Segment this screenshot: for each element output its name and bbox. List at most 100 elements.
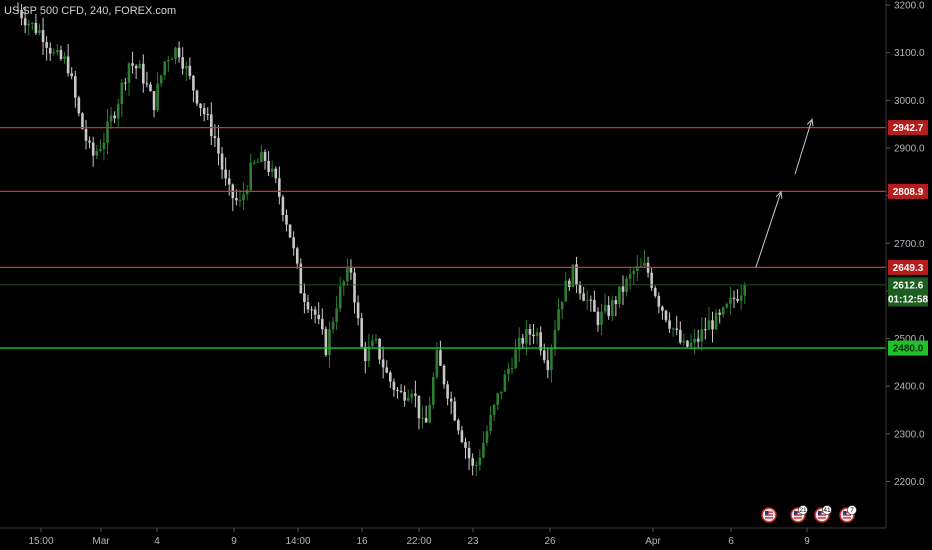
price-tick-label: 2500.0 <box>894 334 925 345</box>
candle-body <box>131 63 134 66</box>
event-icons[interactable]: 21 41 7 <box>761 505 857 523</box>
candle-body <box>679 329 682 343</box>
us-flag-event-icon[interactable]: 41 <box>814 505 832 523</box>
flag-stripe <box>765 517 773 519</box>
candle-body <box>292 237 295 249</box>
flag-stripe <box>818 517 826 519</box>
candle-body <box>342 281 346 287</box>
price-tick-label: 3000.0 <box>894 96 925 107</box>
candle-body <box>607 305 610 316</box>
candle-body <box>177 47 181 58</box>
candle-body <box>503 374 507 392</box>
candle-body <box>507 368 510 375</box>
flag-stripe <box>794 511 802 513</box>
candle-body <box>63 56 66 59</box>
count-badge-text: 41 <box>823 507 831 514</box>
support-price-tag-bg <box>888 340 928 356</box>
time-tick-label: 22:00 <box>406 536 431 547</box>
candle-body <box>120 82 124 105</box>
flag-stripe <box>794 514 802 516</box>
candle-body <box>249 162 252 190</box>
candle-body <box>517 337 521 350</box>
candle-body <box>664 310 668 321</box>
candle-body <box>91 142 95 156</box>
candle-body <box>535 332 539 337</box>
candle-body <box>489 415 492 432</box>
candle-body <box>109 115 113 122</box>
candle-body <box>73 76 77 98</box>
candle-body <box>446 384 449 399</box>
candle-body <box>188 65 192 76</box>
candle-body <box>671 328 675 330</box>
candle-body <box>521 337 525 344</box>
time-tick-label: 26 <box>544 536 556 547</box>
candle-body <box>707 320 711 330</box>
candle-body <box>453 401 457 421</box>
candle-body <box>378 338 381 360</box>
candle-body <box>145 83 149 85</box>
candle-body <box>668 320 671 329</box>
candle-body <box>449 398 453 402</box>
candle-body <box>578 284 582 294</box>
candle-body <box>643 262 646 266</box>
candle-body <box>467 447 471 459</box>
flag-stripe <box>843 517 851 519</box>
price-axis[interactable]: 2200.02300.02400.02500.02600.02700.02800… <box>885 0 928 528</box>
projection-arrows <box>755 118 814 268</box>
countdown-tag[interactable]: 01:12:58 <box>888 291 928 307</box>
support-price-tag-text: 2480.0 <box>893 344 924 355</box>
candle-body <box>45 42 48 48</box>
candle-body <box>714 312 718 330</box>
current-price-tag[interactable]: 2612.6 <box>888 277 928 293</box>
resistance-price-tag-text: 2808.9 <box>893 187 924 198</box>
candle-body <box>492 404 496 416</box>
price-levels[interactable] <box>0 126 886 349</box>
flag-canton <box>765 511 769 515</box>
resistance-price-tag[interactable]: 2649.3 <box>888 259 928 275</box>
current-price-tag-text: 2612.6 <box>893 280 924 291</box>
candle-body <box>525 329 528 344</box>
candle-body <box>367 346 371 362</box>
us-flag-event-icon[interactable]: 21 <box>790 505 808 523</box>
candle-body <box>736 298 739 301</box>
candle-body <box>20 9 23 19</box>
candle-body <box>299 263 303 294</box>
candle-body <box>689 342 693 347</box>
candle-body <box>675 328 679 330</box>
candle-body <box>34 22 38 33</box>
candle-body <box>102 142 106 149</box>
candle-body <box>81 113 84 130</box>
candle-body <box>496 393 500 405</box>
candles <box>16 2 747 477</box>
candle-body <box>614 300 618 305</box>
candle-body <box>227 178 231 185</box>
candle-body <box>124 82 127 84</box>
candle-body <box>546 360 550 370</box>
candle-body <box>593 299 596 312</box>
us-flag-event-icon[interactable]: 7 <box>839 505 857 523</box>
candle-body <box>70 73 73 77</box>
candle-body <box>113 115 116 119</box>
candle-body <box>88 140 91 143</box>
candle-body <box>66 56 70 74</box>
candle-body <box>514 349 517 369</box>
us-flag-event-icon[interactable] <box>761 507 777 523</box>
time-axis[interactable]: 15:00 Mar 4 9 14:00 16 22:00 23 26 Apr 6 9 <box>0 527 886 547</box>
candle-body <box>474 464 478 466</box>
candle-body <box>174 47 177 59</box>
flag-stripe <box>818 514 826 516</box>
resistance-price-tag-bg <box>888 259 928 275</box>
candle-body <box>729 297 732 304</box>
resistance-price-tag[interactable]: 2942.7 <box>888 120 928 136</box>
resistance-price-tag[interactable]: 2808.9 <box>888 183 928 199</box>
candle-body <box>346 266 349 282</box>
countdown-tag-bg <box>888 291 928 307</box>
candle-body <box>568 280 571 288</box>
candle-body <box>235 198 238 201</box>
support-price-tag[interactable]: 2480.0 <box>888 340 928 356</box>
candle-body <box>59 50 63 59</box>
candle-body <box>328 329 331 355</box>
candle-body <box>700 329 704 342</box>
candle-body <box>428 404 431 423</box>
